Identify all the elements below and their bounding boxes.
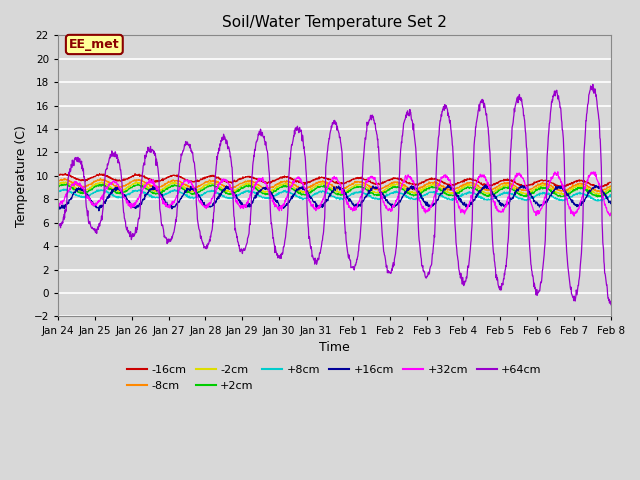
-16cm: [369, 180, 377, 185]
-2cm: [310, 184, 318, 190]
+64cm: [310, 257, 318, 263]
-8cm: [310, 182, 318, 188]
-2cm: [98, 179, 106, 185]
+2cm: [54, 184, 62, 190]
-2cm: [301, 189, 308, 195]
-8cm: [97, 177, 105, 183]
+64cm: [300, 144, 308, 150]
-8cm: [596, 189, 604, 195]
+16cm: [120, 192, 127, 197]
+16cm: [54, 201, 62, 207]
-16cm: [310, 177, 318, 183]
-16cm: [301, 181, 308, 187]
-8cm: [97, 175, 104, 181]
+2cm: [607, 188, 615, 194]
+32cm: [607, 212, 615, 217]
+2cm: [301, 192, 308, 198]
Line: +8cm: +8cm: [58, 189, 611, 201]
+64cm: [54, 220, 62, 226]
+32cm: [570, 213, 578, 219]
Line: -2cm: -2cm: [58, 182, 611, 194]
+64cm: [120, 205, 127, 211]
+64cm: [607, 302, 615, 308]
+64cm: [289, 140, 296, 145]
+64cm: [97, 218, 104, 224]
-2cm: [97, 180, 104, 186]
+16cm: [289, 192, 297, 198]
-2cm: [289, 184, 297, 190]
+16cm: [97, 202, 105, 208]
+8cm: [97, 188, 105, 193]
Line: +2cm: +2cm: [58, 184, 611, 197]
+32cm: [310, 205, 318, 211]
+8cm: [607, 192, 615, 198]
-16cm: [120, 178, 127, 183]
+2cm: [369, 191, 377, 197]
+64cm: [589, 82, 596, 87]
+32cm: [120, 193, 127, 199]
+32cm: [54, 200, 62, 206]
X-axis label: Time: Time: [319, 341, 350, 354]
+32cm: [97, 195, 104, 201]
+8cm: [120, 193, 127, 199]
Y-axis label: Temperature (C): Temperature (C): [15, 125, 28, 227]
+8cm: [60, 186, 68, 192]
+16cm: [301, 187, 308, 192]
+64cm: [369, 113, 376, 119]
-2cm: [120, 187, 127, 192]
+2cm: [289, 186, 297, 192]
+2cm: [63, 181, 70, 187]
+2cm: [120, 189, 127, 195]
-8cm: [607, 183, 615, 189]
-16cm: [596, 184, 604, 190]
Line: -16cm: -16cm: [58, 174, 611, 187]
+32cm: [289, 181, 296, 187]
+16cm: [482, 182, 490, 188]
+2cm: [310, 187, 318, 192]
Line: -8cm: -8cm: [58, 178, 611, 192]
+16cm: [310, 199, 318, 205]
-2cm: [595, 192, 602, 197]
+2cm: [598, 194, 605, 200]
-2cm: [54, 182, 62, 188]
-2cm: [369, 189, 377, 194]
Line: +32cm: +32cm: [58, 172, 611, 216]
+32cm: [369, 175, 376, 181]
Title: Soil/Water Temperature Set 2: Soil/Water Temperature Set 2: [222, 15, 447, 30]
+8cm: [369, 195, 377, 201]
-8cm: [120, 183, 127, 189]
+32cm: [554, 169, 562, 175]
Line: +64cm: +64cm: [58, 84, 611, 305]
+8cm: [289, 192, 297, 197]
+8cm: [594, 198, 602, 204]
+16cm: [607, 200, 615, 205]
+2cm: [97, 183, 105, 189]
-2cm: [607, 186, 615, 192]
-8cm: [369, 185, 377, 191]
-16cm: [97, 172, 105, 178]
Legend: -16cm, -8cm, -2cm, +2cm, +8cm, +16cm, +32cm, +64cm: -16cm, -8cm, -2cm, +2cm, +8cm, +16cm, +3…: [123, 361, 546, 395]
+16cm: [369, 183, 377, 189]
+8cm: [310, 192, 318, 198]
-8cm: [301, 186, 308, 192]
+32cm: [300, 184, 308, 190]
Line: +16cm: +16cm: [58, 185, 611, 211]
-16cm: [61, 171, 69, 177]
Text: EE_met: EE_met: [69, 38, 120, 51]
-16cm: [607, 180, 615, 185]
-16cm: [289, 176, 297, 182]
-16cm: [54, 172, 62, 178]
+8cm: [301, 195, 308, 201]
+8cm: [54, 190, 62, 195]
+16cm: [95, 208, 103, 214]
-8cm: [54, 178, 62, 184]
-8cm: [289, 180, 297, 186]
